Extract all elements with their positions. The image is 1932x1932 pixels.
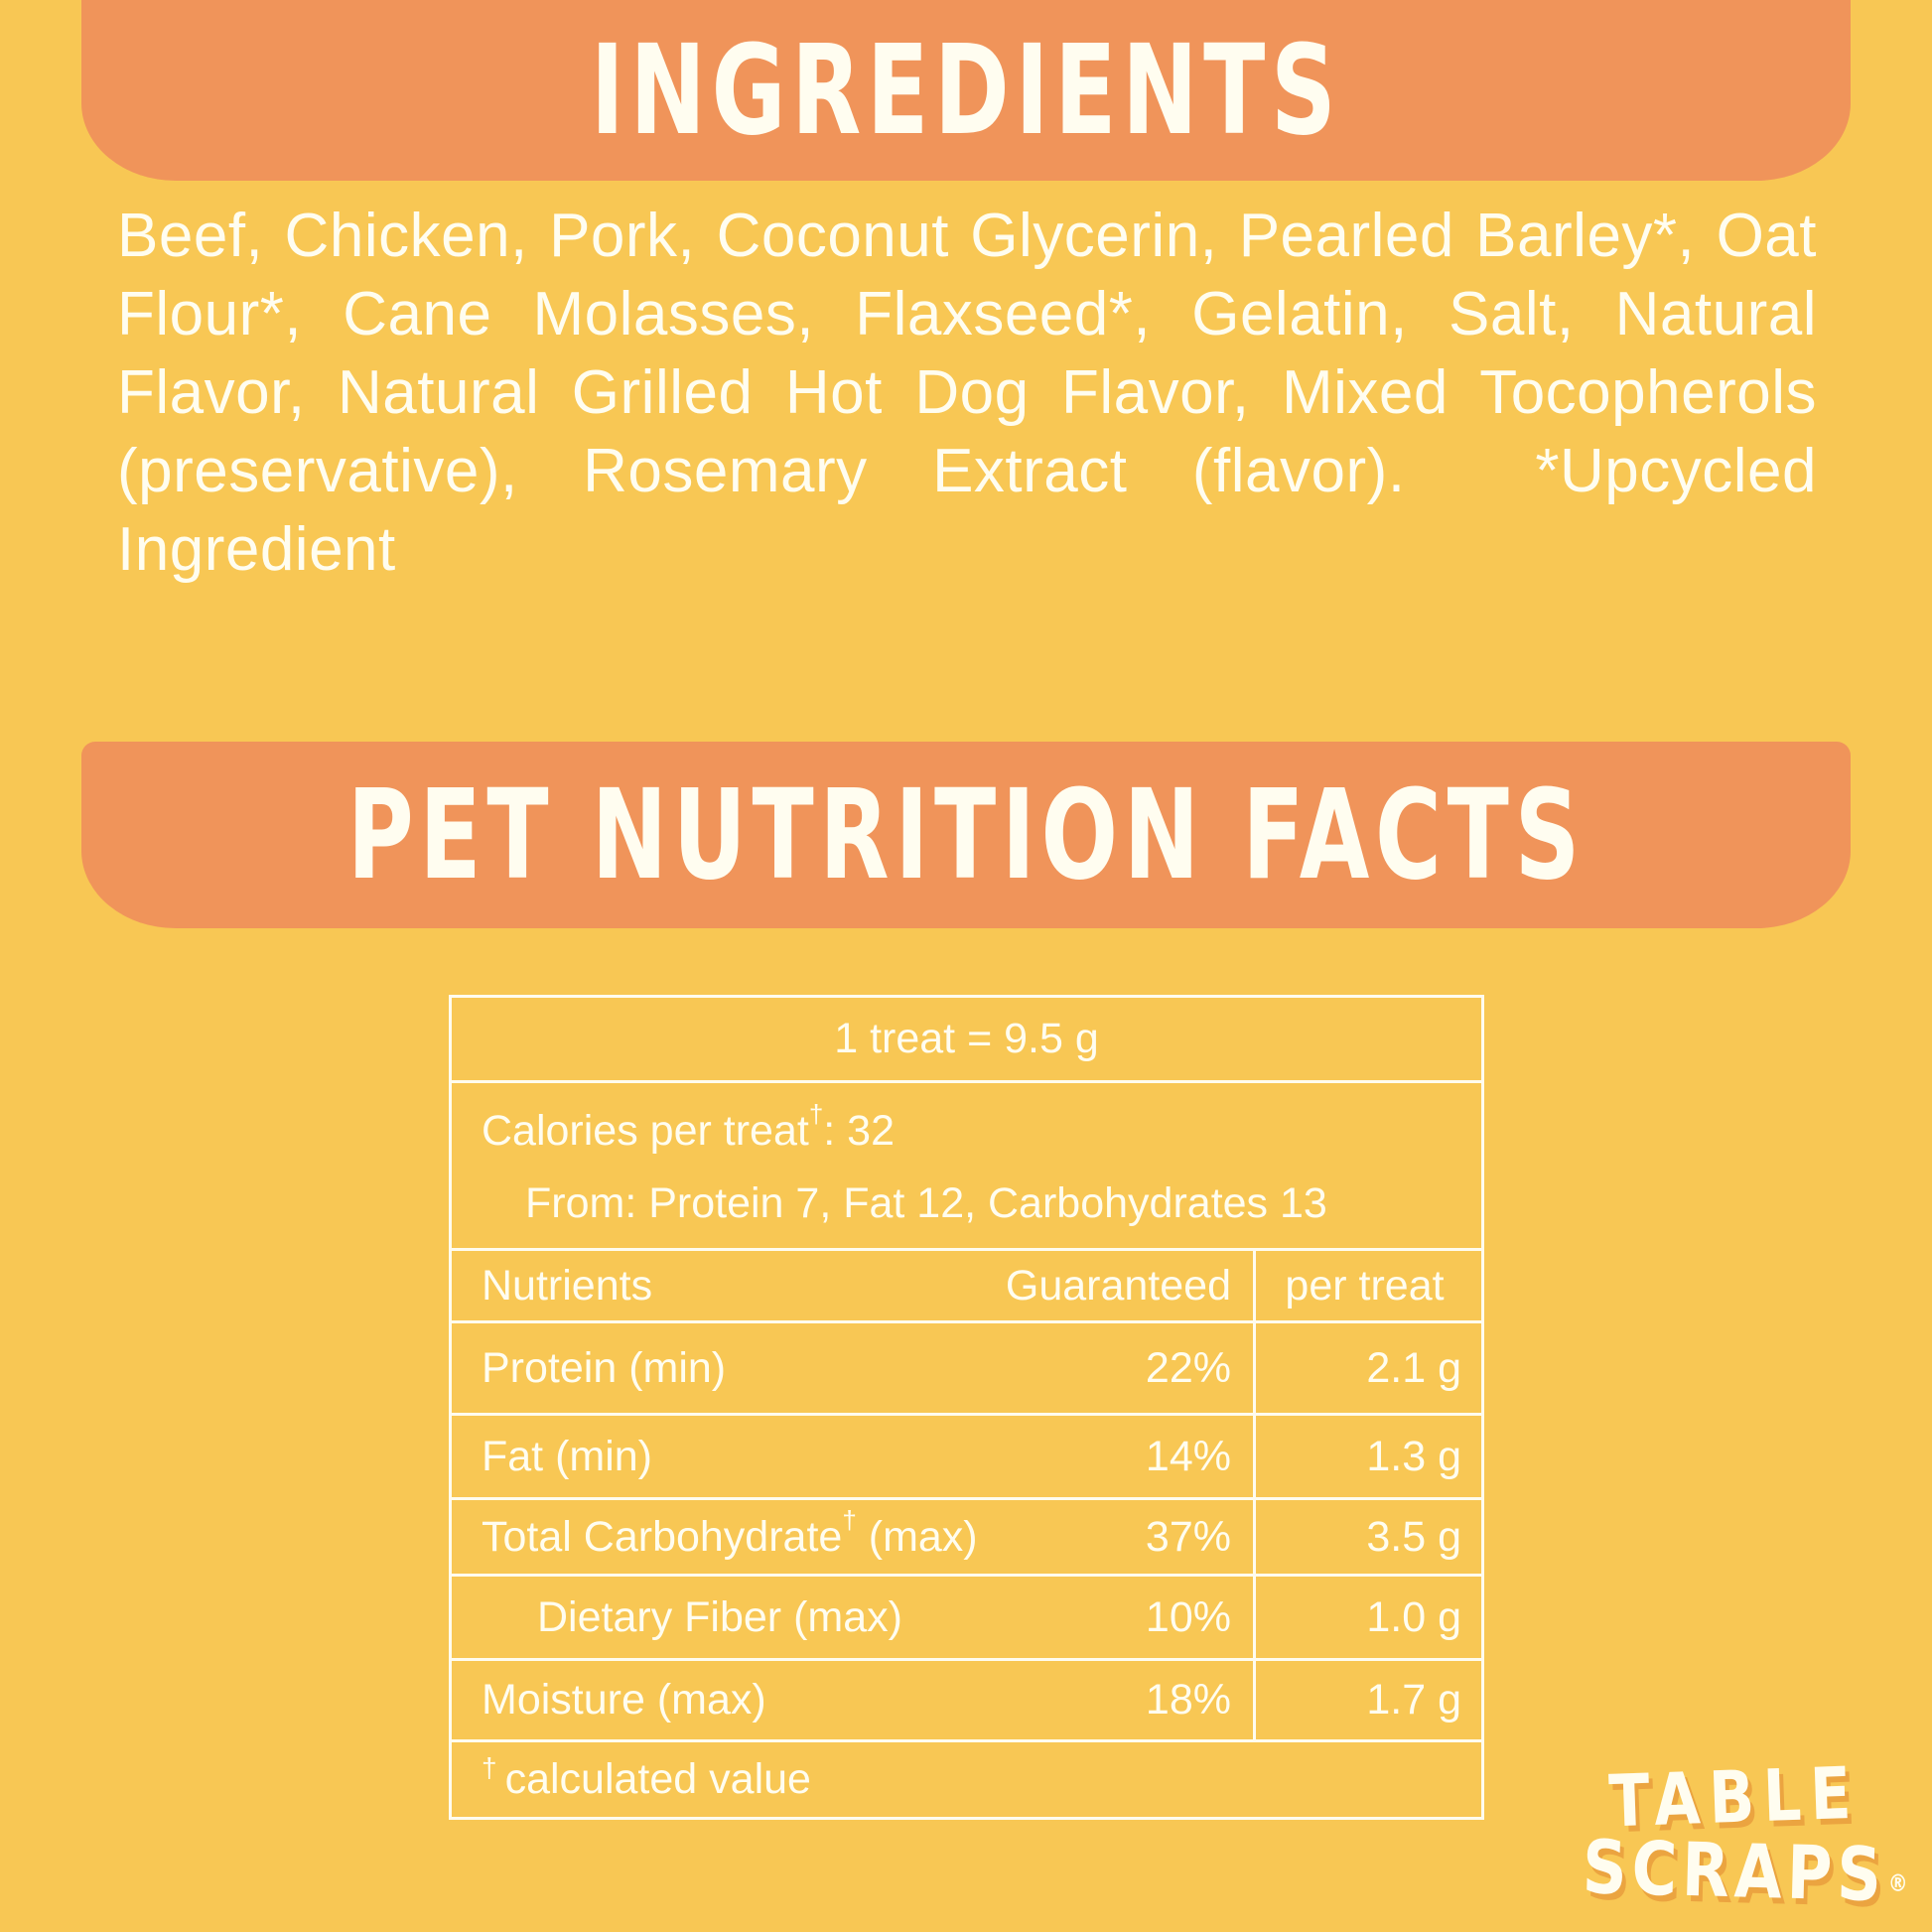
nutrient-name: Total Carbohydrate† (max) xyxy=(482,1504,978,1561)
per-treat-value: 1.7 g xyxy=(1253,1661,1481,1739)
guaranteed-value: 37% xyxy=(1145,1512,1231,1561)
nutrition-facts-title: PET NUTRITION FACTS xyxy=(346,762,1586,907)
ingredients-title: INGREDIENTS xyxy=(590,18,1342,163)
guaranteed-value: 14% xyxy=(1145,1432,1231,1480)
brand-logo: TABLE SCRAPS ® xyxy=(1582,1752,1908,1919)
dagger-mark: † xyxy=(842,1504,857,1535)
guaranteed-value: 22% xyxy=(1145,1343,1231,1392)
ingredients-text: Beef, Chicken, Pork, Coconut Glycerin, P… xyxy=(117,202,1817,584)
nutrient-name: Moisture (max) xyxy=(482,1676,766,1724)
per-treat-value: 2.1 g xyxy=(1253,1323,1481,1413)
nutrient-name: Protein (min) xyxy=(482,1343,727,1392)
logo-word-scraps: SCRAPS ® xyxy=(1582,1824,1908,1919)
nutrition-table: 1 treat = 9.5 g Calories per treat†: 32 … xyxy=(449,995,1484,1820)
header-guaranteed: Guaranteed xyxy=(1005,1261,1231,1310)
nutrient-row-total-carbohydrate: Total Carbohydrate† (max) 37% 3.5 g xyxy=(452,1497,1481,1574)
serving-size-text: 1 treat = 9.5 g xyxy=(834,1015,1099,1062)
ingredients-banner: INGREDIENTS xyxy=(81,0,1851,181)
nutrient-row-fat: Fat (min) 14% 1.3 g xyxy=(452,1413,1481,1497)
nutrition-facts-banner: PET NUTRITION FACTS xyxy=(81,742,1851,928)
footnote-text: calculated value xyxy=(504,1755,811,1803)
nutrient-row-dietary-fiber: Dietary Fiber (max) 10% 1.0 g xyxy=(452,1574,1481,1658)
calories-from-line: From: Protein 7, Fat 12, Carbohydrates 1… xyxy=(525,1179,1327,1227)
nutrient-row-protein: Protein (min) 22% 2.1 g xyxy=(452,1320,1481,1413)
header-per-treat: per treat xyxy=(1253,1251,1481,1320)
footnote-row: † calculated value xyxy=(452,1739,1481,1817)
dagger-mark: † xyxy=(808,1099,824,1129)
serving-size-row: 1 treat = 9.5 g xyxy=(452,998,1481,1080)
nutrient-name: Dietary Fiber (max) xyxy=(537,1592,902,1641)
nutrient-row-moisture: Moisture (max) 18% 1.7 g xyxy=(452,1658,1481,1739)
header-nutrients: Nutrients xyxy=(482,1261,653,1310)
registered-trademark-mark: ® xyxy=(1887,1867,1909,1898)
calories-line: Calories per treat†: 32 xyxy=(482,1099,896,1155)
dagger-mark: † xyxy=(482,1751,497,1783)
per-treat-value: 1.0 g xyxy=(1253,1577,1481,1658)
per-treat-value: 1.3 g xyxy=(1253,1416,1481,1497)
table-header-row: Nutrients Guaranteed per treat xyxy=(452,1248,1481,1320)
per-treat-value: 3.5 g xyxy=(1253,1500,1481,1574)
guaranteed-value: 10% xyxy=(1145,1592,1231,1641)
nutrient-name: Fat (min) xyxy=(482,1432,652,1480)
guaranteed-value: 18% xyxy=(1145,1676,1231,1724)
calories-row: Calories per treat†: 32 From: Protein 7,… xyxy=(452,1080,1481,1248)
